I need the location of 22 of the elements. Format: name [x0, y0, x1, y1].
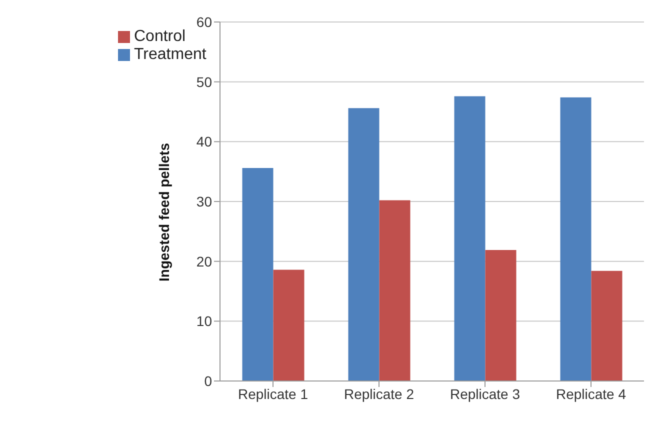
x-tick-label: Replicate 3 [450, 386, 520, 402]
bar [485, 250, 516, 381]
x-tick-label: Replicate 4 [556, 386, 626, 402]
y-tick-label: 40 [196, 134, 212, 150]
y-tick-label: 10 [196, 313, 212, 330]
bar [454, 96, 486, 381]
legend-label: Control [134, 28, 186, 45]
bar [591, 270, 622, 381]
y-axis-title: Ingested feed pellets [156, 142, 172, 282]
bar [273, 270, 304, 381]
y-tick-label: 30 [196, 193, 212, 210]
bar [379, 200, 410, 381]
x-tick-label: Replicate 1 [238, 386, 308, 402]
bar [242, 168, 274, 381]
y-tick-label: 0 [204, 372, 212, 389]
bar [560, 97, 592, 381]
y-tick-label: 60 [196, 14, 212, 30]
bar [348, 108, 380, 381]
y-tick-label: 50 [196, 74, 212, 90]
legend-label: Treatment [134, 46, 206, 63]
x-tick-label: Replicate 2 [344, 386, 414, 402]
y-tick-label: 20 [196, 253, 212, 270]
